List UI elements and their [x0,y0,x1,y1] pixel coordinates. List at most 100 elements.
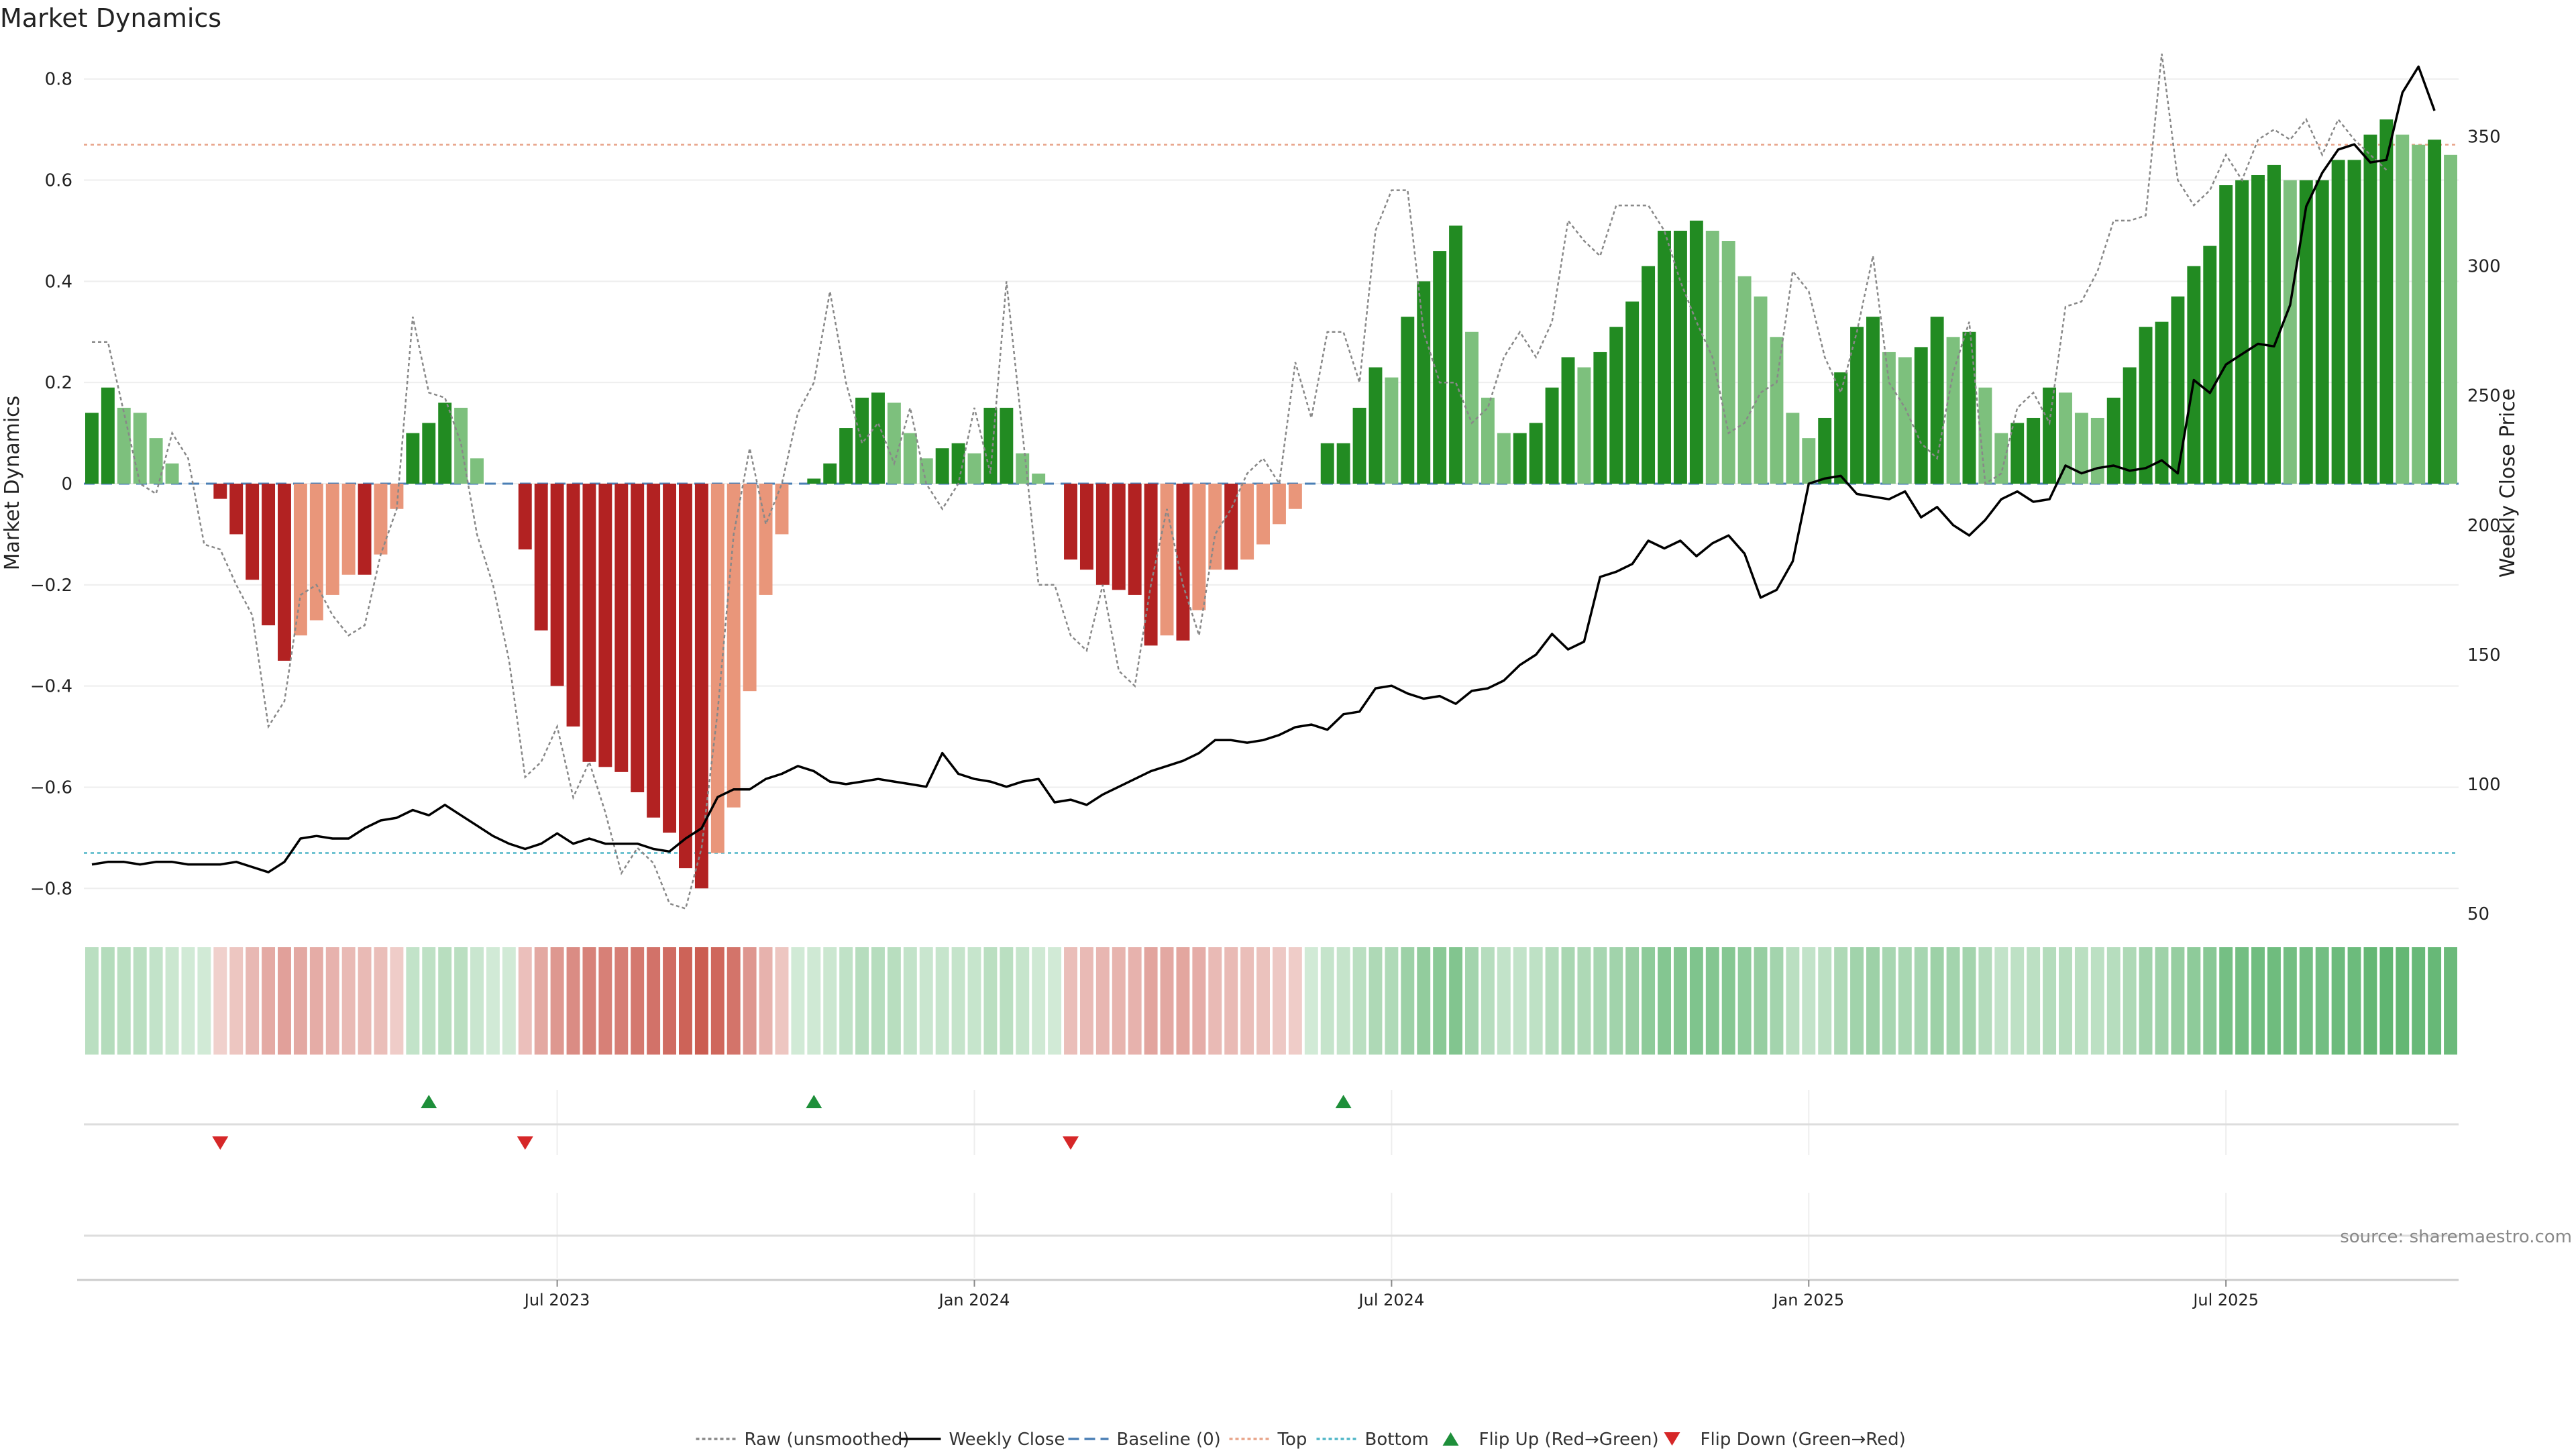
heat-cell [374,947,388,1055]
left-axis-label: Market Dynamics [1,396,24,571]
heat-cell [2315,947,2329,1055]
bar [743,484,757,692]
bar [229,484,244,535]
bar [2251,174,2265,484]
heat-cell [2235,947,2249,1055]
flip-up-marker [1335,1095,1352,1108]
bar [2267,164,2281,484]
right-tick-label: 50 [2467,904,2489,924]
heat-cell [1095,947,1110,1055]
heat-cell [2347,947,2361,1055]
flip-markers-panel [84,1090,2459,1155]
bar [390,484,404,509]
legend-label: Flip Down (Green→Red) [1701,1430,1906,1449]
heat-cell [309,947,323,1055]
bar [2203,246,2217,484]
heat-cell [694,947,708,1055]
bar [614,484,629,772]
bar [2043,387,2057,484]
heat-cell [518,947,532,1055]
heat-cell [1288,947,1302,1055]
heat-cell [1304,947,1318,1055]
heat-cell [1401,947,1415,1055]
bar [1898,357,1912,484]
raw-line [92,53,2387,910]
heat-cell [390,947,404,1055]
bar [1850,327,1864,484]
heat-cell [2090,947,2104,1055]
heat-cell [1962,947,1976,1055]
heat-cell [871,947,885,1055]
bar [1320,443,1334,484]
source-label: source: sharemaestro.com [2340,1227,2572,1247]
heat-cell [1930,947,1944,1055]
bar [1866,317,1880,484]
bar [1401,317,1415,484]
bar [951,443,965,484]
bar [2428,140,2442,484]
bar [679,484,692,869]
heat-cell [1112,947,1126,1055]
bar [2412,144,2426,484]
bar [694,484,708,889]
bar [422,423,436,484]
heat-cell [1561,947,1575,1055]
bar [887,402,901,484]
heat-cell [149,947,163,1055]
bar [2396,134,2410,484]
heat-cell [1079,947,1093,1055]
heat-cell [438,947,452,1055]
bar [309,484,323,621]
heat-cell [101,947,115,1055]
bar [341,484,356,575]
heat-cell [1256,947,1270,1055]
bar [1128,484,1142,595]
bar [1336,443,1350,484]
x-tick-label: Jul 2023 [523,1291,590,1309]
heat-cell [951,947,965,1055]
bar [470,458,484,484]
heat-cell [358,947,372,1055]
heat-cell [1673,947,1687,1055]
heat-cell [1625,947,1640,1055]
chart-title: Market Dynamics [0,3,221,33]
heat-cell [1721,947,1735,1055]
bar [1914,347,1928,484]
bar [1642,266,1656,484]
heat-strip [85,947,2457,1055]
series-lines [91,53,2436,910]
heat-cell [614,947,629,1055]
bar [2347,160,2361,484]
legend-label: Baseline (0) [1117,1430,1221,1449]
heat-cell [2155,947,2169,1055]
heat-cell [1658,947,1671,1055]
right-tick-label: 350 [2467,127,2501,148]
heat-cell [1032,947,1046,1055]
bar [2059,392,2072,484]
heat-cell [1000,947,1014,1055]
bar [85,413,99,484]
left-tick-label: 0.2 [45,373,72,393]
heat-cell [1368,947,1383,1055]
heat-cell [1481,947,1495,1055]
bar [165,463,179,484]
heat-cell [1176,947,1190,1055]
bar [1978,387,1992,484]
heat-cell [1642,947,1656,1055]
bar [117,407,131,484]
x-tick-label: Jan 2025 [1772,1291,1844,1309]
right-tick-label: 100 [2467,775,2501,795]
heat-cell [1064,947,1077,1055]
heat-cell [2219,947,2233,1055]
heat-cell [935,947,949,1055]
bar [1160,484,1174,636]
heat-cell [213,947,227,1055]
heat-cell [550,947,564,1055]
bar [2283,180,2297,484]
heat-cell [1465,947,1479,1055]
legend-label: Flip Up (Red→Green) [1479,1430,1659,1449]
flip-down-marker [212,1136,229,1150]
heat-cell [759,947,773,1055]
heat-cell [2379,947,2394,1055]
